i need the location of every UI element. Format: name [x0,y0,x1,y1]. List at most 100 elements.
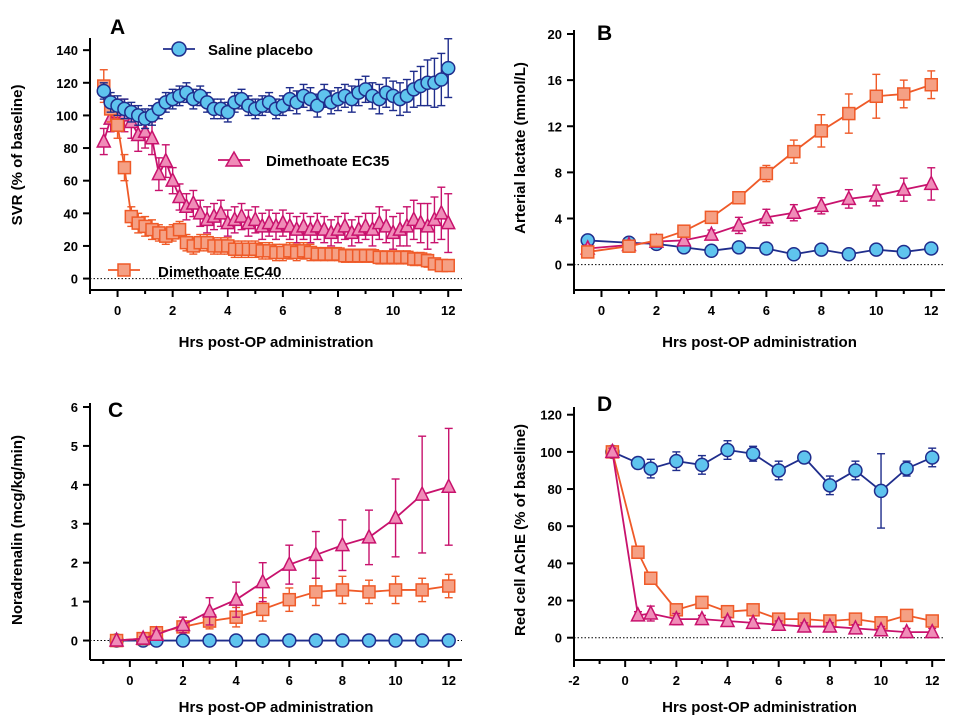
data-point [255,633,270,648]
data-point [924,241,939,256]
data-point [873,621,889,637]
data-point [310,98,325,113]
data-point [797,450,812,465]
series-square [109,573,456,648]
data-point [255,602,270,617]
data-point [361,633,377,648]
data-point [201,602,218,618]
y-tick-label: 100 [56,108,78,123]
x-tick-label: -2 [568,673,580,688]
data-point [175,633,191,648]
data-point [337,217,353,233]
x-tick-label: 4 [233,673,241,688]
data-point [96,83,112,99]
panel-letter-b: B [597,22,612,45]
y-tick-label: 2 [71,556,78,571]
series-line [116,485,449,642]
y-tick-label: 40 [64,206,78,221]
data-point [631,545,645,559]
data-point [388,633,403,648]
y-tick-label: 0 [555,631,562,646]
x-tick-label: 12 [925,673,939,688]
legend-label-ec40: Dimethoate EC40 [158,264,281,281]
data-point [414,633,430,648]
y-tick-label: 60 [64,174,78,189]
x-tick-label: 4 [708,303,716,318]
legend-label-saline: Saline placebo [208,42,313,59]
series-square [580,70,939,259]
y-axis-title: SVR (% of baseline) [9,85,26,226]
y-axis-title: Noradrenalin (mcg/kg/min) [9,435,26,625]
data-point [676,231,692,247]
data-point [896,244,912,260]
y-tick-label: 0 [71,634,78,649]
y-tick-label: 120 [56,76,78,91]
x-tick-label: 2 [673,673,680,688]
panel-a-legend: Saline placebo Dimethoate EC35 Dimethoat… [108,41,389,281]
data-point [869,89,884,104]
series-line [587,83,932,253]
x-tick-label: 6 [279,303,286,318]
data-point [731,240,747,255]
data-point [704,243,719,259]
data-point [745,613,761,630]
data-point [669,453,684,469]
data-point [814,124,829,138]
y-axis-title: Arterial lactate (mmol/L) [512,62,529,234]
data-point [378,217,394,233]
data-point [580,245,595,259]
data-point [847,619,864,635]
y-tick-label: 4 [555,212,563,227]
panel-a-chart: 0 20 40 60 80 100 120 140 0 2 4 6 8 10 12 Hrs post-OP a… [9,38,462,351]
x-tick-label: 12 [924,303,938,318]
data-point [441,633,456,648]
x-tick-label: 0 [622,673,629,688]
panel-letter-a: A [110,16,125,39]
data-point [117,160,132,175]
data-point [898,622,915,639]
data-point [770,615,787,631]
y-tick-label: 0 [555,258,562,273]
data-point [643,604,659,620]
y-tick-label: 12 [548,119,562,134]
data-point [137,122,153,138]
data-point [164,171,181,187]
data-point [158,151,174,168]
data-point [703,225,720,241]
data-point [415,583,429,597]
y-tick-label: 8 [555,165,562,180]
x-tick-label: 10 [386,303,400,318]
x-tick-label: 4 [724,673,732,688]
x-tick-label: 6 [763,303,770,318]
panel-letter-c: C [108,399,123,422]
data-point [622,239,636,253]
x-axis-title: Hrs post-OP administration [662,334,857,351]
data-point [144,129,160,145]
data-point [644,571,658,585]
data-point [786,247,802,262]
data-point [441,477,457,494]
data-point [758,208,775,224]
x-tick-label: 10 [874,673,888,688]
data-point [732,190,746,205]
data-point [175,615,191,632]
x-tick-label: 12 [441,673,455,688]
x-tick-label: 8 [826,673,833,688]
y-tick-label: 20 [548,594,562,609]
data-point [282,592,297,607]
legend-ec40: Dimethoate EC40 [108,263,281,281]
data-point [388,583,403,597]
series-circle [96,38,456,130]
data-point [220,104,236,120]
series-line [611,451,933,624]
x-tick-label: 0 [126,673,133,688]
y-tick-label: 6 [71,400,78,415]
data-point [873,483,889,499]
x-axis-title: Hrs post-OP administration [662,699,857,716]
x-tick-label: 4 [224,303,232,318]
x-tick-label: 6 [775,673,782,688]
data-point [731,216,747,232]
x-tick-label: 2 [653,303,660,318]
